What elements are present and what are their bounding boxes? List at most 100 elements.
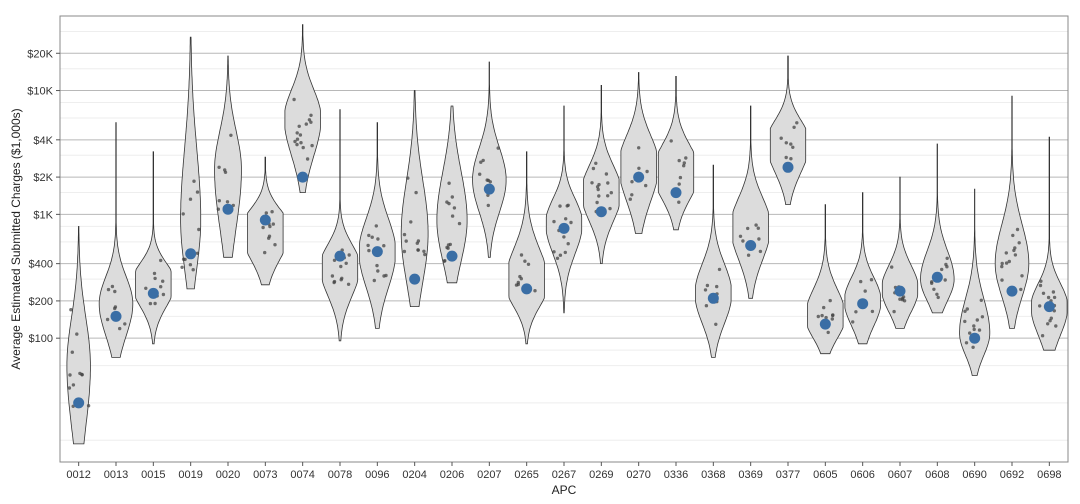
x-tick-label: 0204 xyxy=(402,469,426,481)
jitter-point xyxy=(261,225,265,230)
y-axis-ticks: $100 $200 $400 $1K $2K $4K $10K $20K xyxy=(27,48,60,345)
jitter-point xyxy=(558,204,562,208)
jitter-point xyxy=(344,261,348,265)
jitter-point xyxy=(86,404,91,408)
jitter-point xyxy=(332,280,336,285)
violin-0605 xyxy=(807,204,844,355)
jitter-point xyxy=(1054,324,1058,328)
jitter-point xyxy=(197,227,201,232)
jitter-point xyxy=(301,145,305,150)
jitter-point xyxy=(594,161,598,165)
jitter-point xyxy=(945,256,949,260)
jitter-point xyxy=(68,373,72,377)
jitter-point xyxy=(332,258,337,262)
jitter-point xyxy=(229,133,233,137)
jitter-point xyxy=(828,298,832,303)
jitter-point xyxy=(1000,261,1004,266)
x-tick-label: 0377 xyxy=(776,469,800,481)
jitter-point xyxy=(606,194,610,198)
mean-point-0698 xyxy=(1043,301,1055,313)
x-tick-label: 0013 xyxy=(104,469,128,481)
mean-point-0078 xyxy=(334,250,346,262)
jitter-point xyxy=(940,267,944,272)
jitter-point xyxy=(1019,287,1023,292)
jitter-point xyxy=(195,251,200,255)
jitter-point xyxy=(448,242,452,247)
mean-point-0368 xyxy=(707,292,719,304)
jitter-point xyxy=(416,248,420,252)
jitter-point xyxy=(1007,259,1011,264)
jitter-point xyxy=(148,301,153,306)
x-tick-label: 0073 xyxy=(253,469,277,481)
jitter-point xyxy=(452,206,457,210)
jitter-point xyxy=(595,200,599,205)
x-tick-label: 0019 xyxy=(178,469,202,481)
jitter-point xyxy=(310,143,314,148)
y-tick-label: $100 xyxy=(29,333,53,345)
mean-layer xyxy=(73,161,1055,409)
jitter-point xyxy=(609,191,613,195)
jitter-point xyxy=(1051,290,1056,294)
mean-point-0690 xyxy=(969,332,981,344)
jitter-point xyxy=(900,296,905,301)
mean-point-0015 xyxy=(147,287,159,299)
jitter-point xyxy=(758,249,763,254)
jitter-point xyxy=(822,305,826,310)
jitter-point xyxy=(481,158,485,163)
mean-point-0013 xyxy=(110,310,122,322)
jitter-point xyxy=(1040,334,1045,338)
violin-0013 xyxy=(98,122,134,358)
jitter-point xyxy=(195,190,200,194)
jitter-point xyxy=(271,222,275,226)
y-tick-label: $4K xyxy=(33,135,53,147)
mean-point-0607 xyxy=(894,285,906,297)
jitter-point xyxy=(496,146,500,150)
jitter-point xyxy=(443,259,447,263)
jitter-point xyxy=(159,285,163,289)
violin-0369 xyxy=(732,105,769,299)
jitter-point xyxy=(372,278,376,283)
jitter-point xyxy=(569,220,573,225)
jitter-point xyxy=(830,317,834,321)
jitter-point xyxy=(376,269,380,273)
jitter-point xyxy=(347,253,351,257)
jitter-point xyxy=(644,183,648,188)
jitter-point xyxy=(1046,295,1051,300)
jitter-point xyxy=(180,265,184,269)
jitter-point xyxy=(682,164,686,168)
jitter-point xyxy=(555,256,560,260)
jitter-point xyxy=(273,243,277,247)
violin-0074 xyxy=(284,24,321,193)
jitter-point xyxy=(514,283,519,287)
jitter-point xyxy=(106,287,111,292)
jitter-point xyxy=(1000,278,1004,282)
jitter-point xyxy=(374,224,378,228)
x-axis-ticks: 0012 0013 0015 0019 0020 0073 0074 0078 0096 0204… xyxy=(66,462,1062,481)
jitter-point xyxy=(479,160,483,164)
jitter-point xyxy=(118,326,122,331)
jitter-point xyxy=(370,235,374,239)
mean-point-0020 xyxy=(222,203,234,215)
jitter-point xyxy=(705,283,710,288)
jitter-point xyxy=(267,234,272,238)
jitter-point xyxy=(789,157,793,161)
mean-point-0605 xyxy=(819,318,831,330)
violin-0607 xyxy=(881,176,919,329)
jitter-point xyxy=(304,122,308,126)
jitter-point xyxy=(367,248,371,253)
jitter-point xyxy=(366,243,370,248)
jitter-point xyxy=(562,235,566,239)
jitter-point xyxy=(826,330,830,335)
jitter-point xyxy=(977,328,982,332)
jitter-point xyxy=(604,172,609,176)
jitter-point xyxy=(715,284,719,289)
violin-0368 xyxy=(695,164,732,358)
x-tick-label: 0369 xyxy=(738,469,762,481)
violin-0265 xyxy=(508,151,545,345)
jitter-point xyxy=(902,299,907,303)
violin-0608 xyxy=(920,143,955,314)
y-tick-label: $10K xyxy=(27,86,53,98)
x-tick-label: 0607 xyxy=(888,469,912,481)
jitter-point xyxy=(188,197,193,201)
jitter-point xyxy=(523,259,527,263)
